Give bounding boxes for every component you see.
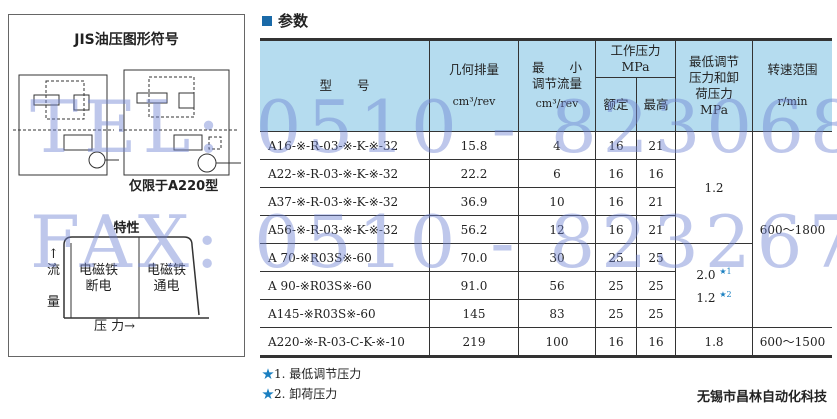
cell-min-flow: 83 <box>518 299 596 328</box>
cell-min-flow: 10 <box>518 187 596 216</box>
cell-speed: 600～1500 <box>752 327 832 357</box>
a220-only-label: 仅限于A220型 <box>129 179 219 194</box>
cell-min-flow: 30 <box>518 243 596 272</box>
cell-model: A56-※-R-03-※-K-※-32 <box>260 215 430 244</box>
cell-displacement: 91.0 <box>429 271 519 300</box>
col-rated: 额定 <box>595 77 637 132</box>
table-row: A 70-※R03S※-60 70.0 30 25 25 2.0 ★1 1.2 ★2 <box>260 243 832 328</box>
table-row: A37-※-R-03-※-K-※-32 36.9 10 16 21 <box>260 187 832 216</box>
cell-rated: 25 <box>595 243 637 272</box>
cell-max: 21 <box>636 187 676 216</box>
pressure-axis-label: 压 力→ <box>94 319 136 334</box>
cell-model: A 90-※R03S※-60 <box>260 271 430 300</box>
cell-min-adjust: 2.0 ★1 1.2 ★2 <box>675 243 753 328</box>
cell-model: A 70-※R03S※-60 <box>260 243 430 272</box>
cell-displacement: 70.0 <box>429 243 519 272</box>
cell-model: A145-※R03S※-60 <box>260 299 430 328</box>
cell-displacement: 145 <box>429 299 519 328</box>
zone-solenoid-on: 电磁铁 通电 <box>147 263 187 294</box>
characteristic-graph <box>63 236 209 319</box>
col-max: 最高 <box>636 77 676 132</box>
cell-rated: 16 <box>595 159 637 188</box>
cell-rated: 16 <box>595 131 637 160</box>
zone-solenoid-off: 电磁铁 断电 <box>79 263 119 294</box>
table-row: A 90-※R03S※-60 91.0 56 25 25 <box>260 271 832 300</box>
section-title: 参数 <box>262 10 308 31</box>
cell-max: 16 <box>636 159 676 188</box>
cell-max: 21 <box>636 215 676 244</box>
cell-rated: 16 <box>595 327 637 357</box>
cell-min-adjust: 1.2 <box>675 131 753 244</box>
flow-axis-label: ↑ 流 量 <box>47 247 61 310</box>
cell-max: 16 <box>636 327 676 357</box>
cell-displacement: 15.8 <box>429 131 519 160</box>
square-bullet-icon <box>262 15 272 26</box>
cell-min-flow: 4 <box>518 131 596 160</box>
table-row: A220-※-R-03-C-K-※-10 219 100 16 16 1.8 600… <box>260 327 832 357</box>
cell-rated: 16 <box>595 215 637 244</box>
cell-model: A16-※-R-03-※-K-※-32 <box>260 131 430 160</box>
footnote-1: ★1. 最低调节压力 <box>262 367 362 381</box>
cell-model: A22-※-R-03-※-K-※-32 <box>260 159 430 188</box>
cell-model: A220-※-R-03-C-K-※-10 <box>260 327 430 357</box>
cell-min-adjust: 1.8 <box>675 327 753 357</box>
cell-max: 25 <box>636 243 676 272</box>
cell-min-flow: 56 <box>518 271 596 300</box>
company-name: 无锡市昌林自动化科技 <box>696 390 827 405</box>
cell-rated: 16 <box>595 187 637 216</box>
col-displacement: 几何排量 cm³/rev <box>429 39 519 132</box>
cell-speed: 600～1800 <box>752 131 832 328</box>
hydraulic-symbol-diagrams <box>13 69 241 176</box>
cell-displacement: 56.2 <box>429 215 519 244</box>
col-min-adjust-pressure: 最低调节 压力和卸 荷压力 MPa <box>675 39 753 132</box>
left-panel: JIS油压图形符号 仅限于A220型 特性 ↑ 流 量 电磁铁 断电 电磁铁 通… <box>8 14 245 357</box>
col-min-flow: 最 小 调节流量 cm³/rev <box>518 39 596 132</box>
cell-displacement: 219 <box>429 327 519 357</box>
cell-min-flow: 6 <box>518 159 596 188</box>
parameter-table: 型 号 几何排量 cm³/rev 最 小 调节流量 cm³/rev 工作压力 MPa… <box>260 38 832 358</box>
cell-displacement: 36.9 <box>429 187 519 216</box>
footnote-2: ★2. 卸荷压力 <box>262 387 338 401</box>
cell-model: A37-※-R-03-※-K-※-32 <box>260 187 430 216</box>
cell-max: 25 <box>636 299 676 328</box>
jis-title: JIS油压图形符号 <box>74 32 179 48</box>
cell-displacement: 22.2 <box>429 159 519 188</box>
cell-min-flow: 100 <box>518 327 596 357</box>
cell-max: 21 <box>636 131 676 160</box>
col-model: 型 号 <box>260 39 430 132</box>
characteristic-title: 特性 <box>113 221 140 236</box>
cell-rated: 25 <box>595 271 637 300</box>
table-row: A16-※-R-03-※-K-※-32 15.8 4 16 21 1.2 600～1… <box>260 131 832 328</box>
cell-rated: 25 <box>595 299 637 328</box>
col-working-pressure: 工作压力 MPa <box>595 39 676 78</box>
cell-max: 25 <box>636 271 676 300</box>
cell-min-flow: 12 <box>518 215 596 244</box>
footnotes: ★1. 最低调节压力 ★2. 卸荷压力 <box>262 364 361 404</box>
col-speed-range: 转速范围 r/min <box>752 39 832 132</box>
